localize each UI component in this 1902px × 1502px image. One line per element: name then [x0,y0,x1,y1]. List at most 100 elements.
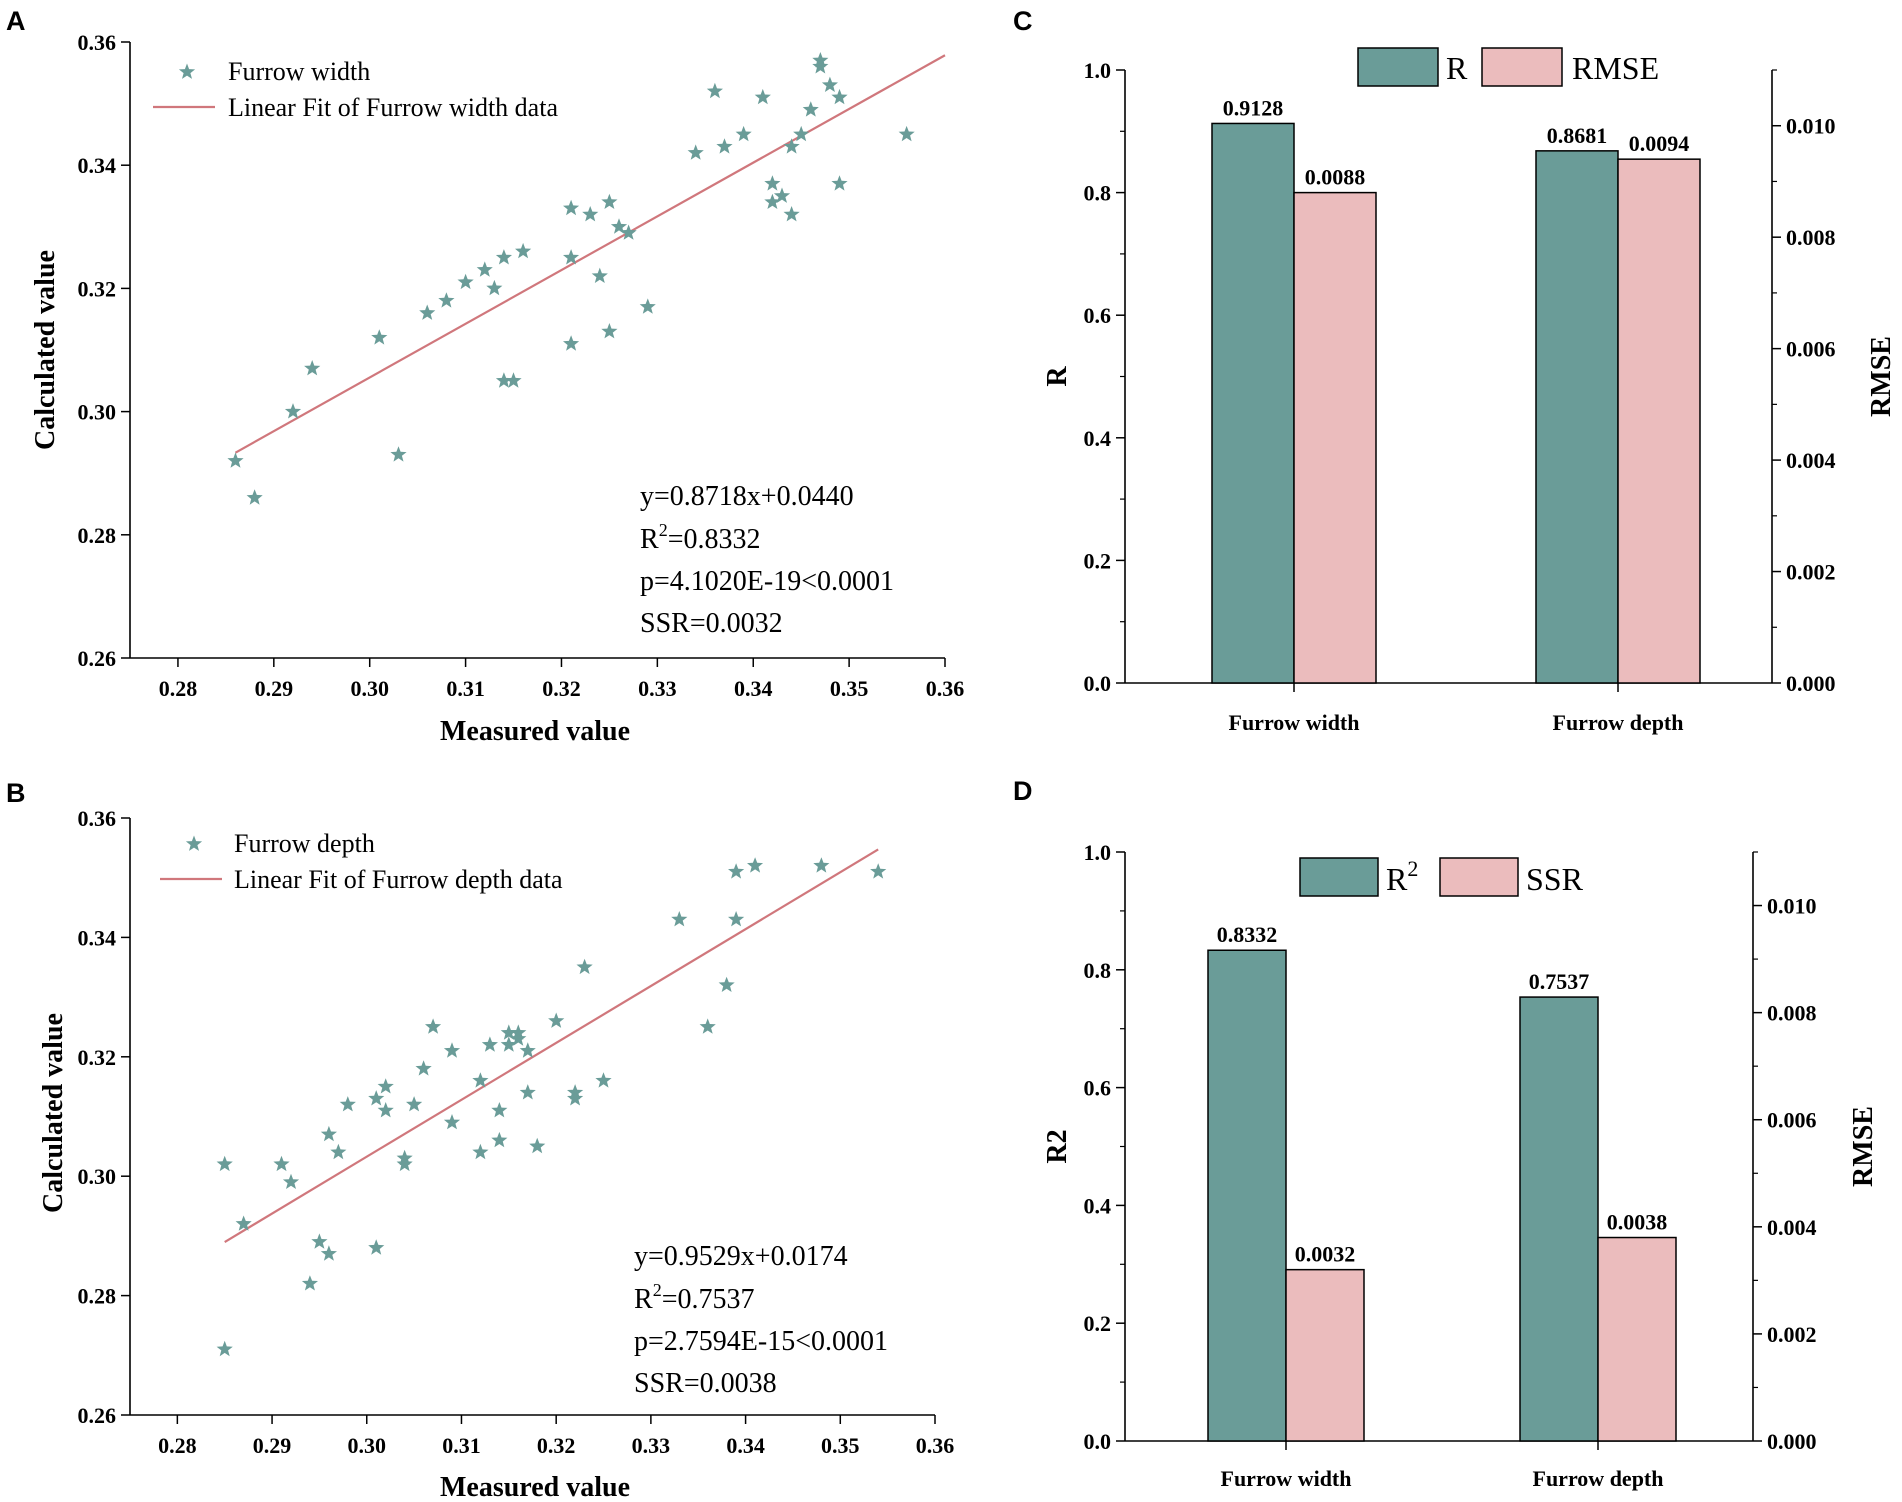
x-tick-label: 0.30 [348,1433,387,1458]
panel-b-ylabel: Calculated value [38,1013,69,1213]
panel-d-legend: R2 SSR [1299,856,1584,897]
data-point-star [793,125,810,142]
bar-r [1211,122,1295,684]
bar-value-label: 0.8681 [1547,123,1608,148]
bar-value-label: 0.0038 [1607,1210,1668,1235]
data-point-star [472,1143,489,1160]
legend-swatch-ssr [1439,857,1519,897]
bar-r2 [1207,949,1287,1442]
y-right-tick-label: 0.010 [1767,894,1817,919]
x-tick-label: 0.28 [159,676,198,701]
data-point-star [802,101,819,117]
x-tick-label: 0.30 [350,676,389,701]
data-point-star [419,304,436,320]
x-tick-label: 0.29 [255,676,294,701]
legend-label-r: R [1446,50,1468,86]
data-point-star [500,1024,517,1040]
panel-c-ylabel: R [1042,366,1073,387]
panel-letter-a: A [6,6,26,36]
data-point-star [582,206,599,222]
panel-b-stats: y=0.9529x+0.0174 R2=0.7537 p=2.7594E-15<… [634,1241,888,1399]
y-tick-label: 0.32 [78,276,117,301]
y-right-tick-label: 0.006 [1767,1108,1817,1133]
panel-c-bars: C 0.0 0.2 0.4 0.6 0.8 1.0 0.000 0.002 0.004 0.006… [1013,6,1897,735]
data-point-star [390,446,407,462]
data-point-star [519,1042,536,1058]
y-right-tick-label: 0.002 [1786,560,1836,585]
data-point-star [284,403,302,419]
ssr-text: SSR=0.0032 [640,608,783,639]
data-point-star [831,175,848,191]
category-label: Furrow width [1229,710,1360,735]
y-tick-label: 1.0 [1084,840,1112,865]
data-point-star [500,1036,517,1052]
r-squared-text: R2=0.8332 [640,520,760,555]
data-point-star [301,1275,318,1291]
data-point-star [495,249,512,265]
y-tick-label: 0.2 [1084,1311,1112,1336]
data-point-star [476,261,493,277]
y-tick-label: 0.4 [1084,1193,1112,1218]
data-point-star [457,273,474,290]
data-point-star [216,1155,233,1172]
panel-letter-c: C [1013,6,1033,36]
panel-a-ylabel: Calculated value [30,250,61,450]
panel-letter-d: D [1013,776,1033,806]
bar-value-label: 0.8332 [1217,922,1278,947]
data-point-star [821,76,838,92]
data-point-star [377,1078,394,1094]
data-point-star [311,1233,328,1249]
panel-a-legend: Furrow width Linear Fit of Furrow width … [153,57,558,122]
y-tick-label: 0.8 [1084,181,1112,206]
data-point-star [246,489,263,505]
data-point-star [529,1137,546,1154]
panel-a-scatter: A 0.28 0.29 0.30 0.31 0.32 0.33 0.34 0.35 0.360.… [6,6,964,747]
data-point-star [783,138,800,154]
y-tick-label: 0.0 [1084,1429,1112,1454]
data-point-star [443,1042,461,1058]
panel-a-points [227,52,915,505]
panel-c-bar-group: 0.9128 0.8681 0.0088 0.0094 [1211,95,1701,684]
data-point-star [510,1030,527,1046]
panel-d-bar-group: 0.8332 0.7537 0.0032 0.0038 [1207,922,1677,1442]
x-tick-label: 0.34 [726,1433,765,1458]
data-point-star [728,911,745,927]
legend-swatch-rmse [1481,47,1563,87]
category-label: Furrow depth [1553,710,1684,735]
legend-swatch-r [1357,47,1439,87]
bar-value-label: 0.7537 [1529,969,1590,994]
bar-ssr [1285,1268,1365,1442]
data-point-star [595,1072,612,1088]
data-point-star [339,1096,356,1112]
x-tick-label: 0.31 [446,676,485,701]
x-tick-label: 0.28 [158,1433,197,1458]
x-tick-label: 0.32 [537,1433,576,1458]
panel-b-points [216,857,887,1357]
y-tick-label: 0.36 [78,806,117,831]
data-point-star [330,1143,347,1160]
data-point-star [764,193,781,209]
data-point-star [273,1155,290,1172]
y-right-tick-label: 0.002 [1767,1322,1817,1347]
equation-text: y=0.8718x+0.0440 [640,481,854,512]
x-tick-label: 0.31 [442,1433,481,1458]
panel-a-ticks: 0.28 0.29 0.30 0.31 0.32 0.33 0.34 0.35 0.36 0.26… [78,30,965,701]
bar-value-label: 0.9128 [1223,95,1284,120]
data-point-star [783,206,800,222]
panel-b-fit [224,848,879,1243]
data-point-star [505,372,522,388]
x-tick-label: 0.35 [821,1433,860,1458]
panel-d-ylabel: R2 [1042,1129,1073,1163]
bar-r [1535,150,1619,684]
category-label: Furrow depth [1533,1466,1664,1491]
data-point-star [601,323,618,339]
data-point-star [567,1090,584,1106]
star-icon [185,835,203,851]
legend-label-ssr: SSR [1526,861,1584,897]
data-point-star [639,298,656,314]
data-point-star [443,1114,461,1130]
data-point-star [368,1090,385,1106]
bar-rmse [1293,191,1377,684]
y-right-tick-label: 0.008 [1786,225,1836,250]
legend-swatch-r2 [1299,857,1379,897]
